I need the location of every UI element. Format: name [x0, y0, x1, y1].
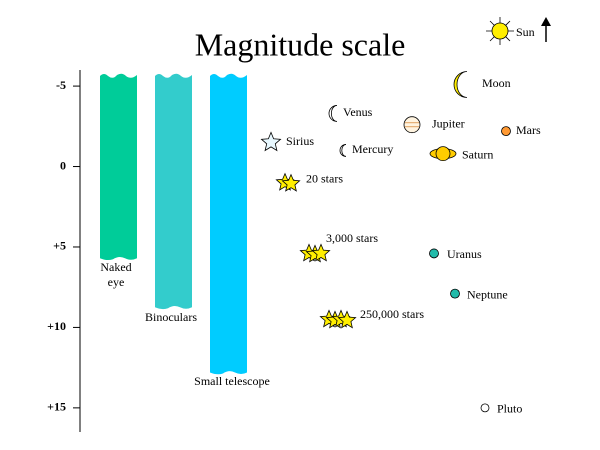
object-icon	[260, 131, 282, 152]
tick-label: +5	[53, 239, 66, 253]
planet	[480, 403, 490, 413]
object-label: 250,000 stars	[360, 307, 424, 321]
object-icon	[429, 248, 439, 259]
object-icon	[501, 126, 511, 137]
tick-label: -5	[56, 78, 66, 92]
bar-label: Small telescope	[194, 374, 270, 388]
object-icon	[450, 288, 460, 299]
object-label: Pluto	[497, 402, 522, 416]
bar-label: Binoculars	[145, 310, 197, 324]
range-bar	[100, 73, 137, 261]
star	[311, 243, 331, 262]
object-icon	[480, 403, 490, 413]
planet	[450, 288, 460, 299]
object-label: Sirius	[286, 134, 314, 148]
object-label: 3,000 stars	[326, 231, 378, 245]
crescent-shape	[328, 105, 338, 122]
object-label: Moon	[482, 76, 511, 90]
object-label: Venus	[343, 105, 373, 119]
object-icon	[403, 116, 421, 134]
star	[337, 310, 357, 329]
planet	[501, 126, 511, 137]
title: Magnitude scale	[195, 26, 406, 62]
object-icon	[328, 105, 338, 122]
object-icon	[429, 146, 457, 162]
object-label: Jupiter	[432, 116, 465, 130]
object-label: Mars	[516, 123, 541, 137]
star	[281, 173, 301, 192]
star	[260, 131, 282, 152]
object-label: 20 stars	[306, 171, 343, 185]
object-label: Neptune	[467, 287, 508, 301]
object-icon	[299, 243, 331, 263]
range-bar	[210, 73, 247, 375]
object-label: Saturn	[462, 147, 493, 161]
moon-shape	[453, 71, 468, 98]
range-bar	[155, 73, 192, 310]
planet	[435, 146, 451, 162]
object-icon	[339, 144, 347, 157]
planet	[403, 116, 421, 134]
object-icon	[275, 172, 301, 192]
object-icon	[453, 71, 468, 98]
sun-icon	[486, 17, 514, 45]
tick-label: +15	[47, 400, 66, 414]
object-label: Uranus	[447, 247, 482, 261]
tick-label: 0	[60, 158, 66, 172]
planet	[429, 248, 439, 259]
bar-label: Naked eye	[100, 260, 131, 289]
object-label: Mercury	[352, 142, 393, 156]
tick-label: +10	[47, 319, 66, 333]
sun-label: Sun	[516, 25, 535, 39]
object-icon	[319, 309, 357, 329]
crescent-shape	[339, 144, 347, 157]
up-arrow	[541, 17, 551, 42]
